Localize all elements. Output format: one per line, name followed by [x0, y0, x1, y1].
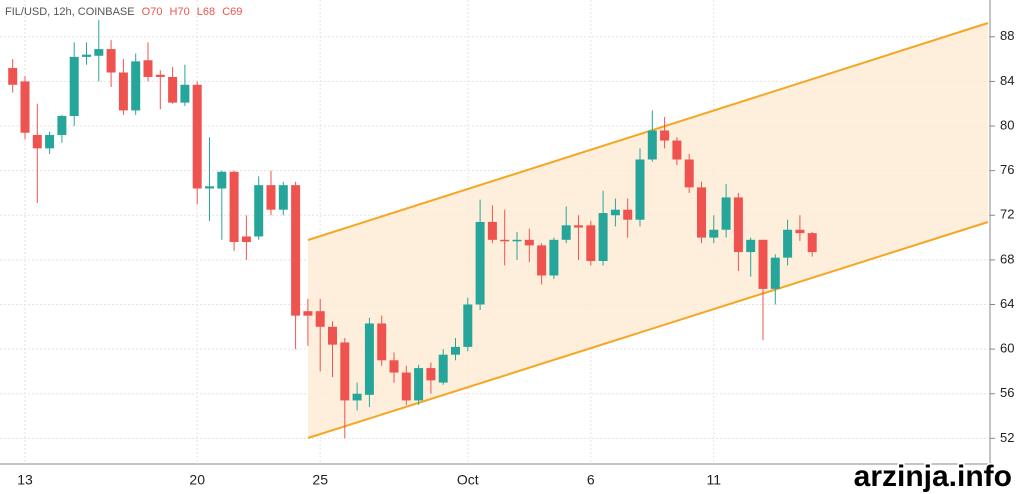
candle-body: [291, 185, 301, 316]
candle-body: [340, 342, 350, 401]
candle-body: [217, 171, 227, 189]
candle-body: [733, 197, 743, 253]
candle-body: [303, 311, 313, 316]
candle-body: [315, 311, 325, 327]
candle-body: [574, 225, 583, 228]
channel-fill: [308, 23, 988, 438]
candle-body: [377, 323, 387, 361]
candle-body: [549, 239, 559, 276]
x-tick-label: 25: [312, 472, 328, 488]
y-tick-label: 84: [1000, 73, 1014, 88]
candle-body: [770, 257, 780, 289]
candle-body: [746, 239, 756, 253]
y-tick-label: 76: [1000, 162, 1014, 177]
candle-body: [180, 84, 190, 103]
y-tick-label: 88: [1000, 28, 1014, 43]
candle-body: [69, 56, 79, 116]
candle-body: [278, 185, 288, 210]
candle-body: [426, 368, 436, 381]
candle-body: [94, 49, 104, 56]
candle-body: [155, 74, 165, 77]
y-tick-label: 56: [1000, 385, 1014, 400]
header: FIL/USD, 12h, COINBASE O70 H70 L68 C69: [5, 6, 242, 18]
candle-body: [118, 72, 128, 111]
candle-body: [500, 239, 510, 242]
candle-body: [647, 130, 657, 160]
candle-body: [451, 346, 460, 355]
watermark: arzinja.info: [854, 460, 1012, 493]
candle-body: [20, 81, 30, 133]
y-tick-label: 80: [1000, 117, 1014, 132]
candle-body: [684, 159, 694, 188]
candle-body: [463, 304, 473, 347]
candle-body: [487, 221, 497, 240]
candle-body: [598, 213, 608, 261]
candle-body: [709, 229, 719, 238]
candle-body: [660, 130, 670, 141]
candle-body: [524, 239, 534, 246]
candle-body: [807, 233, 817, 253]
candle-body: [82, 54, 91, 57]
y-tick-label: 72: [1000, 207, 1014, 222]
ohlc-open: O70: [142, 6, 163, 18]
candle-body: [143, 60, 153, 77]
candle-body: [401, 372, 411, 401]
y-tick-label: 60: [1000, 341, 1014, 356]
candle-body: [414, 368, 424, 401]
ohlc-close: C69: [222, 6, 242, 18]
candle-body: [106, 49, 116, 73]
x-tick-label: 11: [707, 472, 722, 488]
candle-body: [623, 209, 633, 220]
x-tick-label: 20: [189, 472, 205, 488]
candle-body: [168, 76, 178, 103]
candle-body: [758, 239, 768, 289]
candle-body: [229, 171, 239, 243]
x-tick-label: 6: [587, 472, 595, 488]
candle-body: [475, 221, 485, 305]
ohlc-high: H70: [170, 6, 190, 18]
x-tick-label: 13: [17, 472, 33, 488]
ohlc-low: L68: [197, 6, 215, 18]
candle-body: [537, 245, 547, 276]
candle-body: [389, 360, 399, 373]
symbol: FIL/USD, 12h, COINBASE: [5, 6, 135, 18]
candle-body: [192, 84, 202, 189]
candle-body: [721, 197, 731, 230]
candle-body: [131, 61, 141, 111]
candle-body: [561, 225, 571, 240]
candle-body: [364, 323, 374, 395]
x-tick-label: Oct: [457, 472, 479, 488]
y-tick-label: 68: [1000, 251, 1014, 266]
candle-body: [438, 354, 448, 383]
channel-lower: [307, 221, 989, 439]
candle-body: [672, 140, 682, 160]
candle-body: [697, 187, 706, 238]
candle-body: [266, 185, 276, 210]
candle-body: [635, 159, 645, 220]
candle-body: [8, 68, 18, 85]
candle-body: [32, 134, 42, 149]
candle-body: [57, 116, 67, 135]
candle-body: [610, 209, 620, 216]
candle-body: [352, 393, 362, 401]
candle-body: [795, 229, 805, 234]
candle-body: [586, 225, 596, 261]
candle-body: [241, 236, 251, 243]
candle-body: [254, 185, 264, 237]
candle-body: [45, 134, 55, 149]
candle-body: [205, 186, 214, 189]
candle-body: [783, 229, 793, 258]
candle-body: [328, 326, 337, 345]
y-tick-label: 52: [1000, 430, 1014, 445]
candle-body: [512, 239, 522, 242]
y-tick-label: 64: [1000, 296, 1014, 311]
